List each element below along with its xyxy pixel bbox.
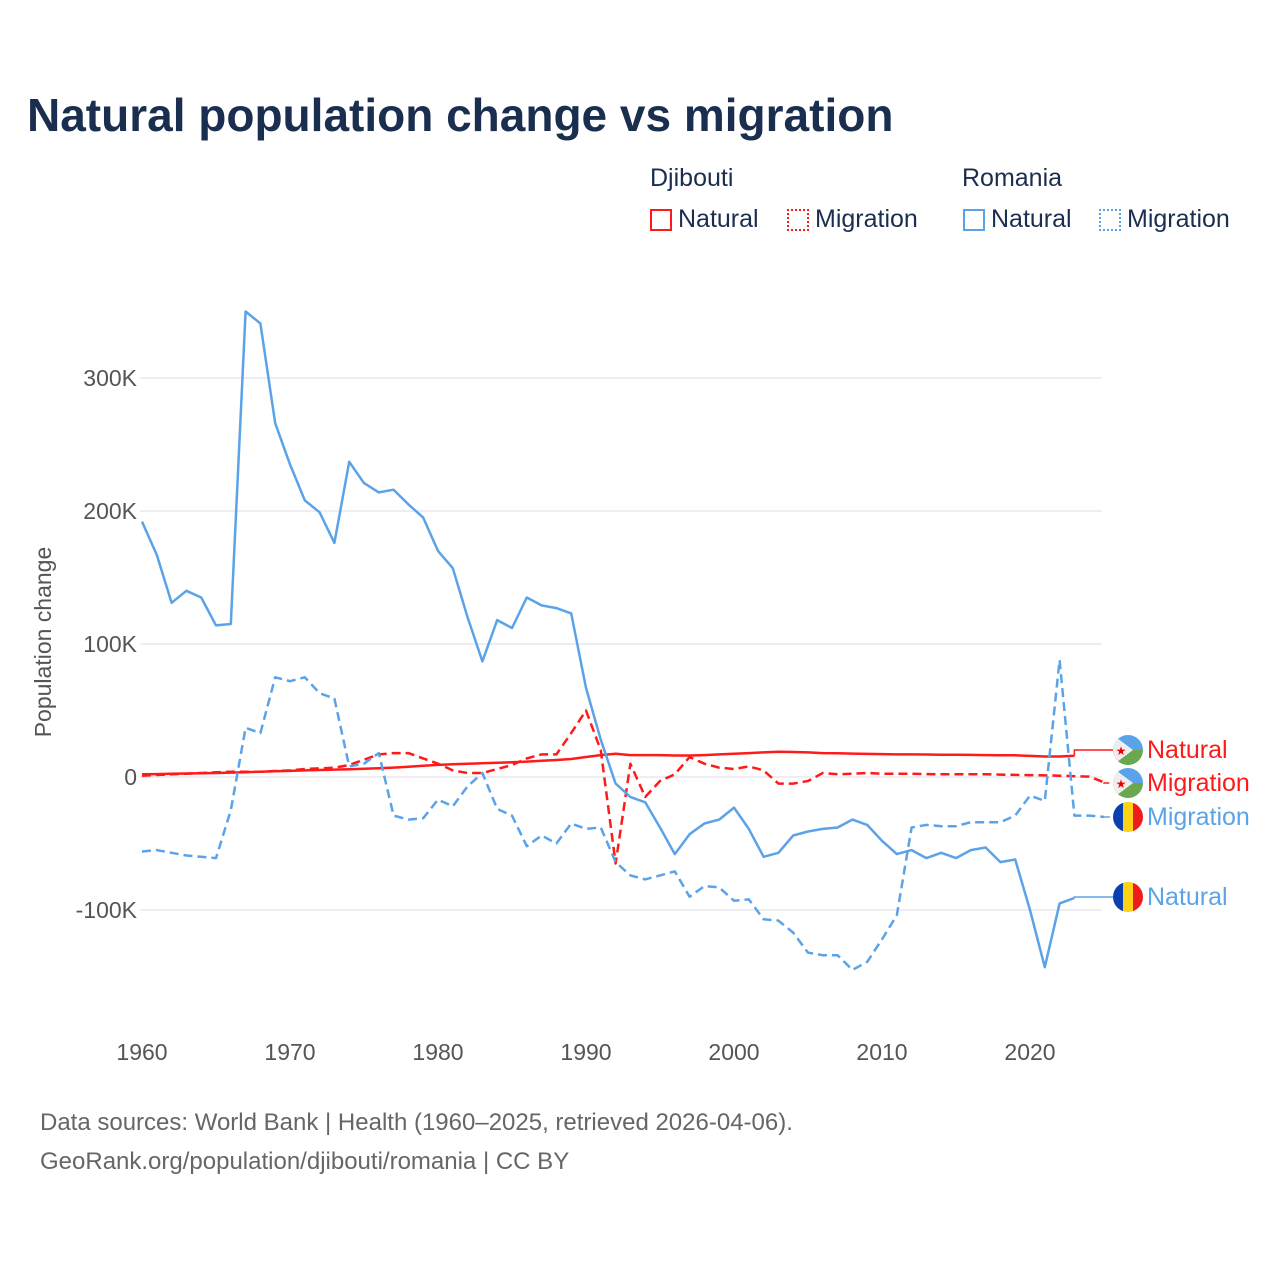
x-tick-label: 1980 bbox=[412, 1039, 463, 1065]
legend-item-romania-migration[interactable]: Migration bbox=[1099, 205, 1230, 234]
end-label: Natural bbox=[1147, 883, 1228, 911]
legend-item-romania-natural[interactable]: Natural bbox=[963, 205, 1072, 234]
star-icon: ★ bbox=[1116, 777, 1127, 791]
legend-label: Natural bbox=[678, 205, 759, 233]
end-label-connector bbox=[1073, 749, 1115, 756]
legend-label: Natural bbox=[991, 205, 1072, 233]
legend-label: Migration bbox=[1127, 205, 1230, 233]
flag-triangle bbox=[1113, 735, 1133, 765]
djibouti-flag-icon: ★ bbox=[1113, 768, 1143, 798]
legend-swatch-dotted-blue bbox=[1099, 208, 1121, 231]
flag-stripe bbox=[1123, 882, 1133, 912]
y-tick-label: 0 bbox=[124, 764, 137, 790]
flag-stripe bbox=[1133, 802, 1143, 832]
y-tick-label: -100K bbox=[76, 897, 138, 923]
footer-link[interactable]: GeoRank.org/population/djibouti/romania … bbox=[40, 1148, 570, 1175]
flag-triangle bbox=[1113, 768, 1133, 798]
y-axis-label: Population change bbox=[30, 547, 56, 738]
legend-group-romania: Romania bbox=[962, 164, 1063, 192]
end-label-connector bbox=[1103, 782, 1115, 784]
legend-swatch-solid-blue bbox=[963, 208, 985, 231]
flag-stripe bbox=[1123, 802, 1133, 832]
series-line-djibouti-migration bbox=[141, 709, 1105, 865]
flag-stripe bbox=[1113, 882, 1123, 912]
star-icon: ★ bbox=[1116, 744, 1127, 758]
legend-item-djibouti-migration[interactable]: Migration bbox=[787, 205, 918, 234]
x-tick-label: 2020 bbox=[1004, 1039, 1055, 1065]
end-label: Migration bbox=[1147, 803, 1250, 831]
y-tick-label: 300K bbox=[83, 365, 137, 391]
flag-stripe bbox=[1113, 802, 1123, 832]
legend-label: Migration bbox=[815, 205, 918, 233]
chart-title: Natural population change vs migration bbox=[27, 89, 894, 141]
footer-sources: Data sources: World Bank | Health (1960–… bbox=[40, 1109, 793, 1136]
x-tick-label: 1960 bbox=[116, 1039, 167, 1065]
legend-item-djibouti-natural[interactable]: Natural bbox=[650, 205, 759, 234]
x-tick-label: 1970 bbox=[264, 1039, 315, 1065]
x-tick-label: 2000 bbox=[708, 1039, 759, 1065]
y-tick-label: 100K bbox=[83, 631, 137, 657]
legend-group-djibouti: Djibouti bbox=[650, 164, 734, 192]
romania-flag-icon bbox=[1113, 882, 1143, 912]
y-tick-label: 200K bbox=[83, 498, 137, 524]
end-label: Natural bbox=[1147, 736, 1228, 764]
romania-flag-icon bbox=[1113, 802, 1143, 832]
series-line-romania-migration bbox=[141, 658, 1105, 972]
flag-stripe bbox=[1133, 882, 1143, 912]
x-tick-label: 1990 bbox=[560, 1039, 611, 1065]
djibouti-flag-icon: ★ bbox=[1113, 735, 1143, 765]
legend-swatch-dotted-red bbox=[787, 208, 809, 231]
end-label: Migration bbox=[1147, 769, 1250, 797]
end-label-connector bbox=[1073, 896, 1115, 899]
series-line-romania-natural bbox=[140, 310, 1075, 969]
legend-swatch-solid-red bbox=[650, 208, 672, 231]
x-tick-label: 2010 bbox=[856, 1039, 907, 1065]
